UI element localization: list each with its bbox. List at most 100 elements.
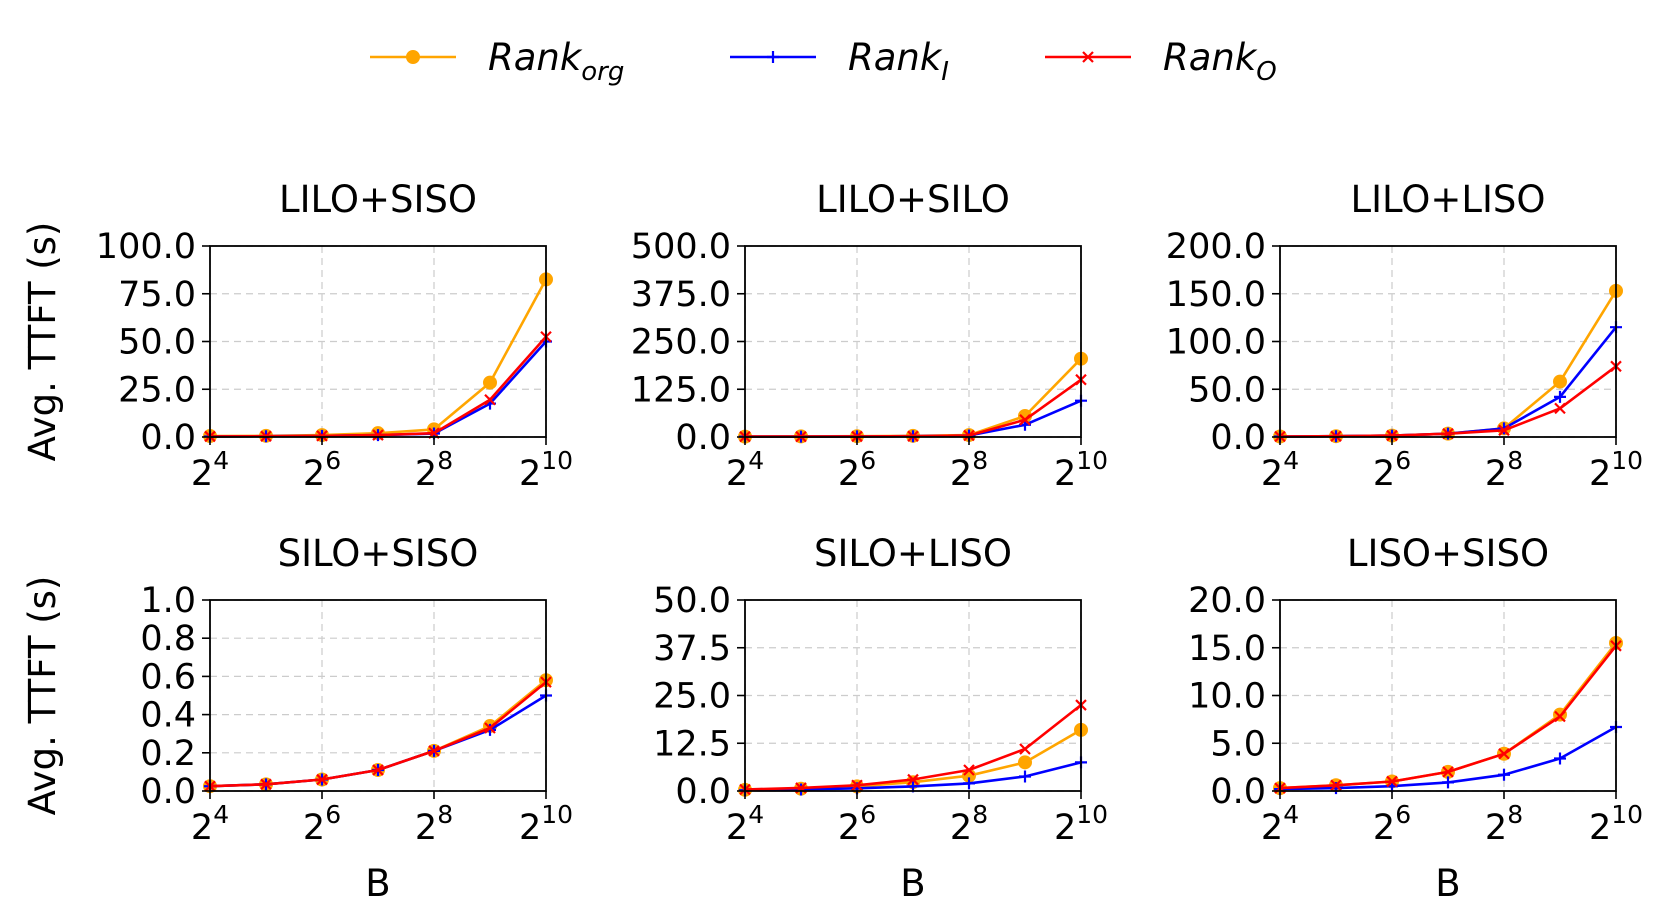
data-point	[1498, 768, 1510, 781]
x-tick-label: 24	[1261, 800, 1299, 848]
y-axis-label: Avg. TTFT (s)	[21, 576, 64, 816]
y-tick-label: 1.0	[140, 581, 196, 621]
grid	[744, 245, 1082, 438]
legend-marker	[767, 51, 779, 63]
x-axis-label: B	[365, 862, 390, 905]
panel-liso-siso: 0.0 5.0 10.0 15.0 20.0 24 26 28 210 LISO+SISO B	[1188, 532, 1643, 905]
x-tick-label: 26	[1373, 446, 1411, 494]
series-rank-org	[203, 272, 553, 444]
data-point	[1018, 755, 1032, 770]
y-tick-label: 100.0	[1166, 323, 1266, 363]
data-point	[851, 779, 863, 792]
panel-lilo-siso: 0.0 25.0 50.0 75.0 100.0 24 26 28 210 LILO+SISO Av…	[21, 178, 573, 494]
y-tick-label: 500.0	[631, 227, 731, 267]
data-point	[484, 393, 496, 406]
data-point	[1554, 390, 1566, 403]
data-point	[1442, 776, 1454, 789]
y-tick-label: 37.5	[653, 629, 731, 669]
legend-marker	[406, 50, 420, 64]
x-tick-label: 28	[415, 446, 453, 494]
x-tick-label: 26	[838, 800, 876, 848]
data-point	[1386, 775, 1398, 788]
series-rank-i	[1274, 321, 1622, 443]
x-tick-label: 24	[191, 446, 229, 494]
series-rank-o	[739, 699, 1087, 796]
data-point	[1554, 710, 1566, 723]
data-point	[1554, 402, 1566, 415]
y-tick-label: 150.0	[1166, 275, 1266, 315]
data-point	[963, 764, 975, 776]
data-point	[1386, 429, 1398, 442]
series-rank-i	[1274, 721, 1622, 796]
series-rank-o	[204, 330, 552, 443]
y-tick-label: 75.0	[118, 275, 196, 315]
x-tick-label: 28	[1485, 446, 1523, 494]
data-point	[1019, 414, 1031, 426]
y-tick-label: 0.0	[140, 418, 196, 458]
y-tick-label: 25.0	[118, 370, 196, 410]
panel-title: LISO+SISO	[1347, 532, 1549, 575]
x-tick-label: 26	[838, 446, 876, 494]
data-point	[483, 375, 497, 390]
axes-frame	[209, 599, 547, 792]
data-point	[963, 429, 975, 442]
x-tick-label: 210	[1589, 800, 1643, 848]
panel-title: SILO+SISO	[278, 532, 479, 575]
x-tick-label: 28	[950, 446, 988, 494]
x-tick-label: 210	[1589, 446, 1643, 494]
legend-entry-i: RankI	[730, 36, 949, 87]
data-point	[1554, 752, 1566, 765]
grid	[209, 599, 547, 792]
data-point	[428, 745, 440, 757]
y-tick-label: 200.0	[1166, 227, 1266, 267]
x-axis-label: B	[900, 862, 925, 905]
y-tick-label: 20.0	[1188, 581, 1266, 621]
x-tick-label: 26	[303, 800, 341, 848]
x-tick-label: 28	[1485, 800, 1523, 848]
series-line	[1279, 290, 1618, 438]
y-tick-label: 0.0	[675, 418, 731, 458]
y-tick-label: 25.0	[653, 677, 731, 717]
x-tick-label: 26	[1373, 800, 1411, 848]
legend-label: RankI	[848, 36, 949, 87]
y-tick-label: 0.0	[1210, 772, 1266, 812]
x-tick-label: 24	[726, 446, 764, 494]
y-tick-label: 5.0	[1210, 724, 1266, 764]
legend-marker	[1082, 51, 1094, 63]
y-tick-label: 125.0	[631, 370, 731, 410]
grid	[1279, 599, 1617, 792]
y-tick-label: 50.0	[653, 581, 731, 621]
data-point	[372, 429, 384, 441]
data-point	[1498, 424, 1510, 437]
data-point	[1019, 770, 1031, 783]
data-point	[907, 773, 919, 786]
x-tick-label: 24	[1261, 446, 1299, 494]
y-tick-label: 50.0	[118, 323, 196, 363]
data-point	[963, 777, 975, 790]
series-rank-org	[1273, 283, 1623, 444]
y-tick-label: 0.2	[140, 734, 196, 774]
legend: Rankorg RankI RankO	[370, 36, 1277, 87]
data-point	[316, 430, 328, 442]
data-point	[1553, 374, 1567, 389]
data-point	[372, 764, 384, 776]
panel-lilo-silo: 0.0 125.0 250.0 375.0 500.0 24 26 28 210 LILO+SIL…	[631, 178, 1108, 494]
x-tick-label: 210	[1054, 800, 1108, 848]
x-tick-label: 210	[1054, 446, 1108, 494]
legend-entry-o: RankO	[1045, 36, 1277, 87]
y-tick-label: 12.5	[653, 724, 731, 764]
legend-entry-org: Rankorg	[370, 36, 624, 87]
x-tick-label: 210	[519, 800, 573, 848]
x-tick-label: 210	[519, 446, 573, 494]
y-tick-label: 10.0	[1188, 677, 1266, 717]
panel-title: LILO+SILO	[816, 178, 1010, 221]
y-tick-label: 375.0	[631, 275, 731, 315]
y-tick-label: 250.0	[631, 323, 731, 363]
series-rank-org	[738, 351, 1088, 444]
panel-title: LILO+LISO	[1350, 178, 1545, 221]
y-tick-label: 0.4	[140, 696, 196, 736]
legend-label: RankO	[1163, 36, 1277, 87]
legend-label: Rankorg	[488, 36, 624, 87]
x-tick-label: 24	[726, 800, 764, 848]
